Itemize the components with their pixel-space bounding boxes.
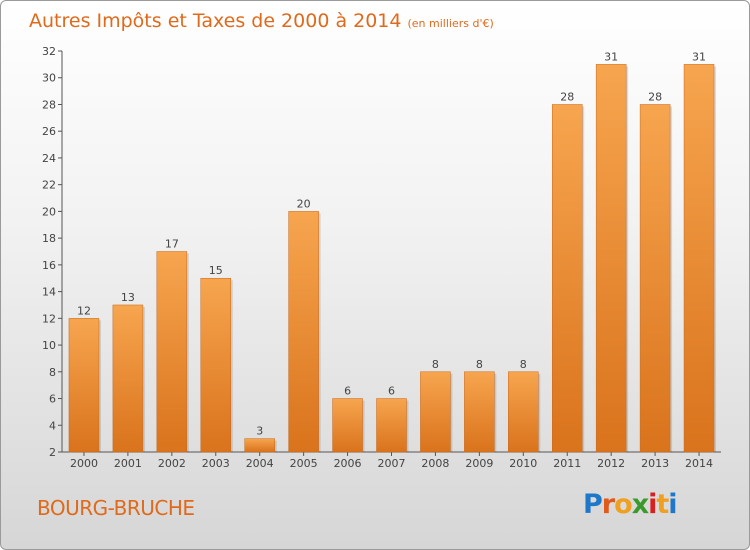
logo-letter: o: [614, 489, 633, 520]
y-tick-label: 12: [42, 312, 56, 325]
bar: [156, 251, 188, 453]
bar: [288, 211, 319, 453]
bar-value-label: 28: [648, 90, 662, 103]
x-tick-label: 2012: [597, 457, 625, 470]
logo-letter: r: [601, 489, 615, 520]
bar-value-label: 3: [256, 425, 263, 438]
y-tick-label: 16: [42, 259, 56, 272]
x-tick-label: 2010: [509, 457, 537, 470]
location-name: BOURG-BRUCHE: [37, 496, 195, 520]
bar-value-label: 31: [604, 50, 618, 63]
x-tick-label: 2009: [465, 457, 493, 470]
bar: [508, 371, 539, 453]
logo-letter: x: [631, 489, 649, 520]
bar-value-label: 8: [476, 358, 483, 371]
bar: [376, 398, 407, 453]
x-tick-label: 2000: [70, 457, 98, 470]
y-tick-label: 18: [42, 232, 56, 245]
chart-title-text: Autres Impôts et Taxes de 2000 à 2014: [29, 10, 402, 32]
y-tick-label: 26: [42, 125, 56, 138]
bar-value-label: 28: [560, 90, 574, 103]
proxiti-logo: Proxiti: [583, 489, 678, 520]
y-tick-label: 30: [42, 72, 56, 85]
x-tick-label: 2007: [378, 457, 406, 470]
bar-value-label: 31: [692, 50, 706, 63]
logo-letter: i: [668, 489, 677, 520]
bar: [595, 64, 627, 453]
x-tick-label: 2014: [685, 457, 713, 470]
x-tick-label: 2011: [553, 457, 581, 470]
logo-letter: i: [648, 489, 657, 520]
y-tick-label: 20: [42, 205, 56, 218]
bar: [551, 104, 583, 453]
bar-value-label: 8: [520, 358, 527, 371]
x-tick-label: 2006: [334, 457, 362, 470]
chart-bars: 12 13 17 15 3 20 6 6 8 8 8 28 31 28 31: [68, 50, 717, 453]
logo-letter: t: [656, 489, 669, 520]
y-tick-label: 28: [42, 98, 56, 111]
y-tick-label: 8: [49, 366, 56, 379]
x-tick-label: 2005: [290, 457, 318, 470]
y-tick-label: 6: [49, 393, 56, 406]
x-tick-label: 2013: [641, 457, 669, 470]
bar-value-label: 8: [432, 358, 439, 371]
bar: [639, 104, 671, 453]
bar: [464, 371, 495, 453]
bar-value-label: 13: [121, 291, 135, 304]
y-tick-label: 2: [49, 446, 56, 459]
x-tick-label: 2002: [158, 457, 186, 470]
bar: [683, 64, 715, 453]
bar-value-label: 6: [388, 385, 395, 398]
bar-value-label: 17: [165, 238, 179, 251]
x-tick-label: 2008: [421, 457, 449, 470]
y-tick-label: 4: [49, 419, 56, 432]
y-tick-label: 10: [42, 339, 56, 352]
x-tick-label: 2001: [114, 457, 142, 470]
bar-value-label: 20: [297, 197, 311, 210]
bar-value-label: 6: [344, 385, 351, 398]
bar-value-label: 12: [77, 304, 91, 317]
bar: [68, 318, 100, 453]
y-tick-label: 32: [42, 45, 56, 58]
y-tick-label: 22: [42, 179, 56, 192]
bar: [420, 371, 451, 453]
bar: [112, 304, 144, 453]
x-tick-label: 2003: [202, 457, 230, 470]
x-tick-label: 2004: [246, 457, 274, 470]
bar: [244, 438, 275, 453]
chart-unit-label: (en milliers d'€): [407, 17, 494, 30]
y-tick-label: 14: [42, 286, 56, 299]
chart-title: Autres Impôts et Taxes de 2000 à 2014 (en…: [29, 10, 494, 32]
logo-letter: P: [583, 489, 603, 520]
bar: [332, 398, 363, 453]
y-tick-label: 24: [42, 152, 56, 165]
bar-value-label: 15: [209, 264, 223, 277]
bar: [200, 277, 232, 453]
